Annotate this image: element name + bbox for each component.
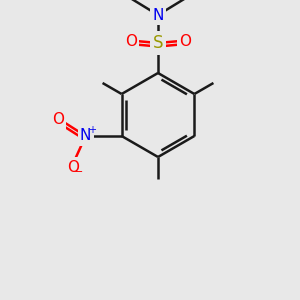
Text: O: O [125,34,137,49]
Text: S: S [153,34,163,52]
Text: N: N [80,128,91,143]
Text: O: O [52,112,64,128]
Text: O: O [67,160,79,175]
Text: +: + [88,125,96,135]
Text: N: N [152,8,164,22]
Text: −: − [74,167,83,177]
Text: O: O [179,34,191,49]
